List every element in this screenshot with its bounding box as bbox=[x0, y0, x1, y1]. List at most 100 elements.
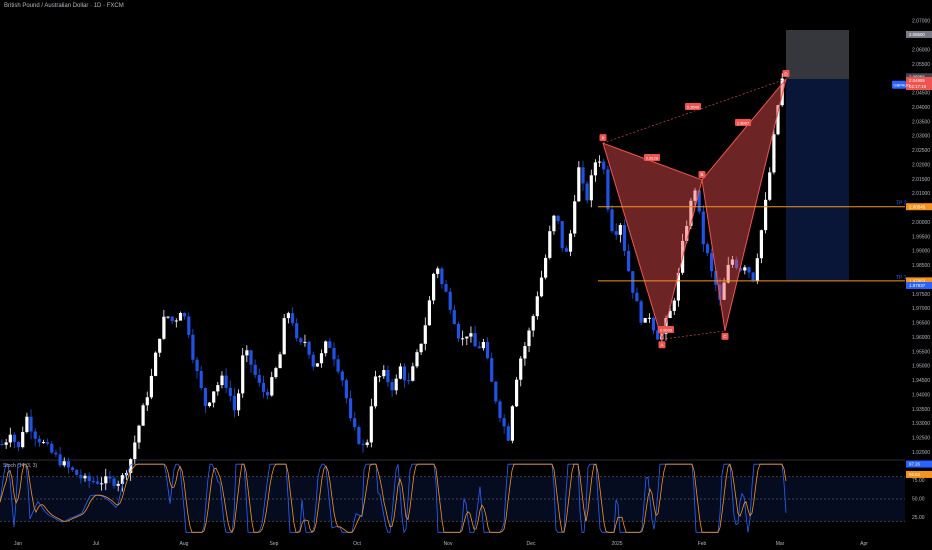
stoch-k-badge bbox=[906, 460, 932, 468]
pattern-point-d-badge bbox=[782, 70, 790, 78]
x-axis-label: Mar bbox=[776, 541, 785, 547]
y-axis-tick: 1.98500 bbox=[912, 263, 930, 269]
target-price-value: 1.97837 bbox=[909, 283, 926, 288]
candle-body bbox=[290, 313, 295, 324]
candle-body bbox=[295, 323, 299, 339]
target-price-value: 2.00545 bbox=[909, 204, 926, 209]
y-axis-tick: 2.02000 bbox=[912, 162, 930, 168]
candle-body bbox=[95, 481, 100, 484]
x-axis-label: Jul bbox=[93, 541, 99, 547]
y-axis-tick: 1.93500 bbox=[912, 407, 930, 413]
candle-body bbox=[577, 167, 581, 202]
pattern-point-d-label: D bbox=[784, 71, 788, 76]
candle-body bbox=[274, 368, 278, 378]
y-axis-tick: 2.05500 bbox=[912, 62, 930, 68]
y-axis-tick: 1.94500 bbox=[912, 378, 930, 384]
candle-body bbox=[548, 231, 552, 258]
candle-body bbox=[112, 478, 116, 486]
candle-body bbox=[436, 268, 440, 274]
candle-body bbox=[141, 405, 145, 426]
candle-body bbox=[593, 162, 597, 176]
ratio-label: 5.3549 bbox=[687, 105, 700, 110]
candle-body bbox=[245, 350, 249, 356]
candle-body bbox=[627, 250, 631, 272]
candle-body bbox=[324, 341, 328, 354]
candle-body bbox=[685, 226, 689, 241]
x-axis-label: Nov bbox=[444, 541, 453, 547]
candle-body bbox=[332, 347, 336, 360]
candle-body bbox=[398, 366, 402, 379]
pattern-point-a-label: A bbox=[660, 343, 663, 348]
stochastic-title: Stoch (14, 3, 3) bbox=[3, 463, 38, 469]
candle-body bbox=[635, 292, 639, 302]
candle-body bbox=[693, 190, 697, 201]
target-price-badge bbox=[906, 277, 932, 285]
candle-body bbox=[149, 375, 153, 398]
candle-body bbox=[303, 341, 307, 343]
stoch-d-badge bbox=[906, 470, 932, 478]
price-axis-badge bbox=[906, 82, 932, 90]
candle-body bbox=[41, 442, 46, 444]
stoch-tick: 75.00 bbox=[912, 478, 925, 484]
candle-body bbox=[730, 259, 734, 265]
pattern-point-b-badge bbox=[698, 170, 706, 178]
candle-body bbox=[8, 434, 12, 443]
pattern-point-x-label: X bbox=[601, 135, 604, 140]
symbol-label: GBPAUD bbox=[894, 82, 911, 87]
symbol-badge bbox=[892, 80, 906, 89]
candle-body bbox=[378, 376, 382, 378]
candle-body bbox=[544, 257, 548, 278]
ratio-label: 0.9509 bbox=[660, 328, 673, 333]
candle-body bbox=[270, 377, 274, 396]
candle-body bbox=[286, 313, 290, 319]
candle-body bbox=[651, 317, 656, 331]
candle-body bbox=[266, 391, 270, 396]
stoch-tick: 50.00 bbox=[912, 497, 925, 503]
candle-body bbox=[444, 284, 448, 292]
candle-body bbox=[510, 406, 514, 441]
y-axis-tick: 1.95500 bbox=[912, 349, 930, 355]
candle-body bbox=[432, 273, 436, 301]
pattern-xd-line bbox=[602, 78, 787, 144]
price-axis-badge bbox=[906, 30, 932, 38]
candle-body bbox=[87, 475, 91, 481]
pattern-point-c-label: C bbox=[723, 334, 727, 339]
candle-body bbox=[66, 461, 70, 468]
y-axis-tick: 1.95000 bbox=[912, 364, 930, 370]
candle-body bbox=[780, 78, 784, 106]
candle-body bbox=[494, 381, 498, 402]
x-axis-label: Aug bbox=[180, 541, 189, 547]
candle-body bbox=[166, 316, 170, 318]
pattern-point-a-badge bbox=[658, 341, 666, 349]
candle-body bbox=[776, 105, 780, 135]
candle-body bbox=[427, 300, 431, 326]
ratio-badge bbox=[735, 119, 751, 126]
candle-body bbox=[647, 317, 651, 319]
candle-body bbox=[772, 134, 776, 173]
target-price-value: 1.97963 bbox=[909, 278, 926, 283]
candle-body bbox=[461, 338, 465, 340]
candle-body bbox=[4, 442, 8, 445]
price-axis-badge bbox=[906, 73, 932, 81]
chart-title: British Pound / Australian Dollar · 1D ·… bbox=[4, 3, 124, 9]
candle-body bbox=[162, 316, 166, 339]
candle-body bbox=[639, 301, 643, 323]
pattern-point-x-badge bbox=[599, 134, 607, 142]
y-axis-tick: 1.94000 bbox=[912, 392, 930, 398]
candle-body bbox=[37, 438, 41, 443]
target-price-badge bbox=[906, 281, 932, 289]
candle-body bbox=[62, 461, 66, 466]
y-axis-tick: 1.96000 bbox=[912, 335, 930, 341]
candle-body bbox=[697, 190, 701, 212]
candle-body bbox=[734, 259, 739, 268]
candle-body bbox=[83, 475, 87, 479]
y-axis-tick: 1.97000 bbox=[912, 306, 930, 312]
target-line-label: TP 2 bbox=[896, 201, 907, 207]
candle-body bbox=[315, 363, 319, 367]
candle-body bbox=[747, 267, 751, 273]
candle-body bbox=[456, 323, 461, 339]
candle-body bbox=[386, 370, 390, 383]
candle-body bbox=[419, 343, 423, 353]
